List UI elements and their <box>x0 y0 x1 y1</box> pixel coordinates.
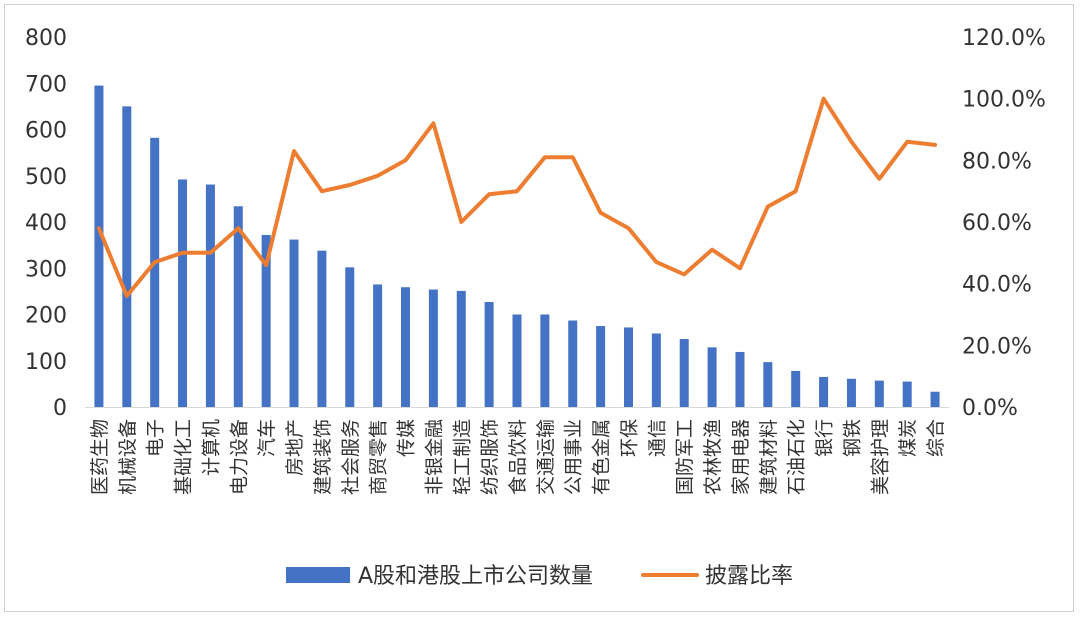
legend-line-label: 披露比率 <box>705 564 793 589</box>
category-label: 国防军工 <box>674 419 696 495</box>
category-label: 纺织服饰 <box>479 419 501 495</box>
bar <box>735 351 745 407</box>
right-tick-label: 60.0% <box>962 211 1032 236</box>
legend: A股和港股上市公司数量 披露比率 <box>286 564 793 589</box>
right-tick-label: 20.0% <box>962 334 1032 359</box>
category-label: 钢铁 <box>841 419 863 457</box>
bar <box>178 179 188 407</box>
bar <box>428 289 438 407</box>
category-label: 商贸零售 <box>368 419 390 495</box>
bar <box>540 314 550 407</box>
bar <box>846 378 856 407</box>
chart-frame: 0 100 200 300 400 500 600 700 800 0.0% 20.0% 40.0%… <box>4 4 1074 612</box>
category-label: 公用事业 <box>563 419 585 495</box>
category-label: 房地产 <box>284 419 306 476</box>
bar <box>568 320 578 407</box>
right-tick-label: 0.0% <box>962 396 1018 421</box>
bar <box>484 302 494 407</box>
bar <box>763 362 773 407</box>
category-label: 非银金融 <box>423 419 445 495</box>
bar <box>791 370 801 407</box>
category-label: 轻工制造 <box>451 419 473 495</box>
category-label: 煤炭 <box>897 419 919 457</box>
category-label: 电力设备 <box>228 419 250 495</box>
category-label: 环保 <box>618 419 640 457</box>
category-label: 汽车 <box>256 419 278 457</box>
category-label: 机械设备 <box>117 419 139 495</box>
bar <box>819 376 829 407</box>
left-tick-label: 0 <box>53 396 67 421</box>
legend-bar-label: A股和港股上市公司数量 <box>358 564 593 589</box>
category-label: 农林牧渔 <box>702 419 724 495</box>
bar <box>902 381 912 407</box>
category-label: 食品饮料 <box>507 419 529 495</box>
category-label: 传媒 <box>396 419 418 457</box>
category-label: 有色金属 <box>591 419 613 495</box>
bar <box>596 326 606 407</box>
right-tick-label: 40.0% <box>962 273 1032 298</box>
bar <box>233 206 243 407</box>
category-label: 美容护理 <box>869 419 891 495</box>
bar <box>707 347 717 407</box>
left-tick-label: 400 <box>25 211 67 236</box>
bar-series <box>94 85 940 407</box>
category-label: 医药生物 <box>89 419 111 495</box>
category-label: 通信 <box>646 419 668 457</box>
bar <box>205 184 215 407</box>
right-tick-label: 80.0% <box>962 149 1032 174</box>
bar <box>150 137 160 407</box>
category-label: 建筑材料 <box>758 419 780 495</box>
bar <box>679 339 689 407</box>
category-label: 家用电器 <box>730 419 752 495</box>
bar <box>651 333 661 407</box>
bar <box>122 106 132 407</box>
category-label: 银行 <box>814 419 836 457</box>
left-tick-label: 100 <box>25 350 67 375</box>
category-label: 计算机 <box>200 419 222 476</box>
right-tick-label: 100.0% <box>962 88 1046 113</box>
bar <box>373 284 383 407</box>
bar <box>874 380 884 407</box>
category-label: 基础化工 <box>173 419 195 495</box>
bar <box>456 290 466 407</box>
bar <box>345 267 355 407</box>
legend-bar-swatch <box>286 567 350 583</box>
left-tick-label: 700 <box>25 72 67 97</box>
category-label: 电子 <box>145 419 167 457</box>
bar <box>512 314 522 407</box>
bar <box>317 250 327 407</box>
left-tick-label: 600 <box>25 119 67 144</box>
left-tick-label: 500 <box>25 165 67 190</box>
bar <box>94 85 104 407</box>
category-label: 交通运输 <box>535 419 557 495</box>
right-tick-label: 120.0% <box>962 26 1046 51</box>
left-tick-label: 300 <box>25 257 67 282</box>
bar <box>401 287 411 407</box>
category-label: 石油石化 <box>786 419 808 495</box>
bar <box>623 327 633 407</box>
category-label: 社会服务 <box>340 419 362 495</box>
bar <box>261 234 271 407</box>
left-axis-ticks: 0 100 200 300 400 500 600 700 800 <box>25 26 67 421</box>
category-label: 建筑装饰 <box>312 419 334 495</box>
right-axis-ticks: 0.0% 20.0% 40.0% 60.0% 80.0% 100.0% 120.0% <box>962 26 1046 421</box>
category-label: 综合 <box>925 419 947 457</box>
chart-svg: 0 100 200 300 400 500 600 700 800 0.0% 20.0% 40.0%… <box>25 26 1046 589</box>
bar <box>930 391 940 407</box>
bar <box>289 239 299 407</box>
category-labels: 医药生物 机械设备 电子 基础化工 计算机 电力设备 汽车 房地产 建筑装饰 社会服务 商贸零售 传媒… <box>89 419 947 495</box>
left-tick-label: 800 <box>25 26 67 51</box>
line-series <box>96 96 938 298</box>
left-tick-label: 200 <box>25 304 67 329</box>
